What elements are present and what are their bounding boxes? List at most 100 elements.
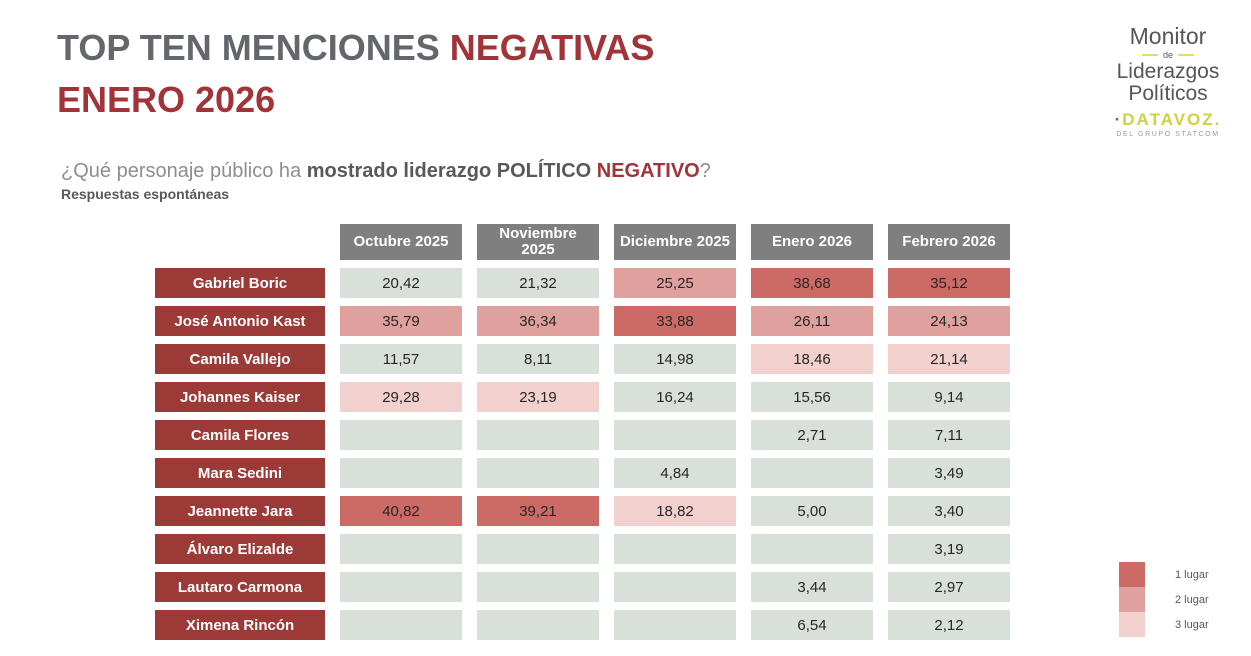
column-header: Enero 2026 <box>751 224 873 260</box>
value-cell <box>751 534 873 564</box>
value-cell: 35,12 <box>888 268 1010 298</box>
value-cell: 18,82 <box>614 496 736 526</box>
value-cell: 8,11 <box>477 344 599 374</box>
value-cell <box>614 534 736 564</box>
value-cell: 4,84 <box>614 458 736 488</box>
legend-item: 3 lugar <box>1119 612 1209 637</box>
title-line-1: TOP TEN MENCIONES NEGATIVAS <box>57 22 817 74</box>
row-header: Ximena Rincón <box>155 610 325 640</box>
legend-item: 1 lugar <box>1119 562 1209 587</box>
column-header: Noviembre 2025 <box>477 224 599 260</box>
value-cell: 2,71 <box>751 420 873 450</box>
logo-brand-text: ·DATAVOZ. <box>1098 111 1238 128</box>
value-cell: 16,24 <box>614 382 736 412</box>
value-cell <box>340 420 462 450</box>
row-header: Camila Vallejo <box>155 344 325 374</box>
title-part-red: NEGATIVAS <box>449 27 655 68</box>
value-cell <box>477 420 599 450</box>
row-header: Álvaro Elizalde <box>155 534 325 564</box>
value-cell <box>614 420 736 450</box>
datavoz-logo: Monitor de Liderazgos Políticos ·DATAVOZ… <box>1098 23 1238 139</box>
value-cell: 23,19 <box>477 382 599 412</box>
value-cell <box>477 458 599 488</box>
value-cell <box>477 610 599 640</box>
column-header: Diciembre 2025 <box>614 224 736 260</box>
table-corner-spacer <box>155 224 325 260</box>
value-cell <box>340 610 462 640</box>
row-header: José Antonio Kast <box>155 306 325 336</box>
value-cell: 2,12 <box>888 610 1010 640</box>
value-cell: 24,13 <box>888 306 1010 336</box>
value-cell: 5,00 <box>751 496 873 526</box>
legend-label: 2 lugar <box>1175 593 1209 606</box>
value-cell: 2,97 <box>888 572 1010 602</box>
value-cell: 35,79 <box>340 306 462 336</box>
value-cell: 21,14 <box>888 344 1010 374</box>
value-cell: 40,82 <box>340 496 462 526</box>
value-cell: 7,11 <box>888 420 1010 450</box>
value-cell: 6,54 <box>751 610 873 640</box>
value-cell <box>340 572 462 602</box>
legend-swatch <box>1119 612 1145 637</box>
value-cell: 3,19 <box>888 534 1010 564</box>
value-cell: 14,98 <box>614 344 736 374</box>
value-cell: 3,44 <box>751 572 873 602</box>
value-cell: 38,68 <box>751 268 873 298</box>
row-header: Johannes Kaiser <box>155 382 325 412</box>
column-header: Octubre 2025 <box>340 224 462 260</box>
logo-dash-right <box>1178 54 1194 57</box>
value-cell <box>477 572 599 602</box>
logo-liderazgos-text: Liderazgos <box>1116 60 1220 84</box>
rank-legend: 1 lugar 2 lugar 3 lugar <box>1119 562 1209 637</box>
row-header: Mara Sedini <box>155 458 325 488</box>
value-cell: 25,25 <box>614 268 736 298</box>
survey-question: ¿Qué personaje público ha mostrado lider… <box>61 160 711 183</box>
page-title: TOP TEN MENCIONES NEGATIVAS ENERO 2026 <box>57 22 817 126</box>
value-cell: 39,21 <box>477 496 599 526</box>
value-cell: 15,56 <box>751 382 873 412</box>
legend-item: 2 lugar <box>1119 587 1209 612</box>
logo-de-text: de <box>1162 50 1173 61</box>
row-header: Gabriel Boric <box>155 268 325 298</box>
logo-tagline-text: DEL GRUPO STATCOM <box>1116 131 1220 139</box>
value-cell <box>614 572 736 602</box>
value-cell: 36,34 <box>477 306 599 336</box>
row-header: Jeannette Jara <box>155 496 325 526</box>
logo-brand-name: DATAVOZ. <box>1122 110 1222 130</box>
value-cell <box>477 534 599 564</box>
logo-politicos-text: Políticos <box>1128 82 1208 106</box>
legend-label: 1 lugar <box>1175 568 1209 581</box>
value-cell: 26,11 <box>751 306 873 336</box>
logo-dash-left <box>1141 54 1158 57</box>
legend-label: 3 lugar <box>1175 618 1209 631</box>
value-cell: 9,14 <box>888 382 1010 412</box>
value-cell: 11,57 <box>340 344 462 374</box>
legend-swatch <box>1119 587 1145 612</box>
value-cell: 3,49 <box>888 458 1010 488</box>
logo-monitor-text: Monitor <box>1129 23 1207 49</box>
question-lead: ¿Qué personaje público ha <box>61 160 307 182</box>
mentions-heatmap-table: Octubre 2025 Noviembre 2025 Diciembre 2025… <box>155 224 1010 640</box>
question-bold-gray: mostrado liderazgo POLÍTICO <box>306 160 597 182</box>
value-cell <box>614 610 736 640</box>
value-cell <box>340 534 462 564</box>
value-cell: 33,88 <box>614 306 736 336</box>
question-subtitle: Respuestas espontáneas <box>61 186 230 202</box>
legend-swatch <box>1119 562 1145 587</box>
row-header: Lautaro Carmona <box>155 572 325 602</box>
value-cell <box>751 458 873 488</box>
row-header: Camila Flores <box>155 420 325 450</box>
value-cell: 18,46 <box>751 344 873 374</box>
value-cell <box>340 458 462 488</box>
value-cell: 21,32 <box>477 268 599 298</box>
value-cell: 3,40 <box>888 496 1010 526</box>
logo-brand-dot: · <box>1114 110 1123 130</box>
question-bold-red: NEGATIVO <box>596 160 700 182</box>
title-part-gray: TOP TEN MENCIONES <box>57 27 450 68</box>
value-cell: 29,28 <box>340 382 462 412</box>
column-header: Febrero 2026 <box>888 224 1010 260</box>
value-cell: 20,42 <box>340 268 462 298</box>
logo-de-row: de <box>1098 50 1238 60</box>
title-line-2: ENERO 2026 <box>57 79 276 121</box>
